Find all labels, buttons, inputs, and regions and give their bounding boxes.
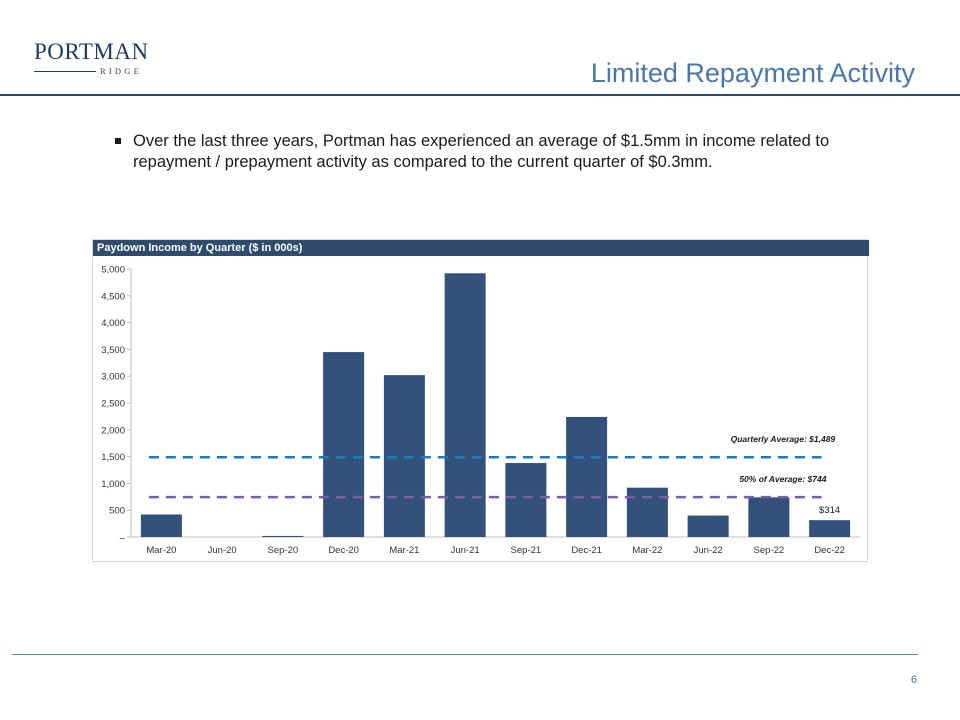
x-tick-label: Jun-20 xyxy=(208,545,237,556)
y-tick-label: 4,500 xyxy=(101,291,125,302)
bar xyxy=(809,520,851,537)
bar xyxy=(505,463,547,537)
x-tick-label: Sep-22 xyxy=(754,545,785,556)
x-tick-label: Jun-22 xyxy=(694,545,723,556)
x-tick-label: Mar-22 xyxy=(632,545,662,556)
bar xyxy=(687,515,729,537)
quarterly-average-label: Quarterly Average: $1,489 xyxy=(731,434,836,444)
y-tick-label: 1,500 xyxy=(101,452,125,463)
x-tick-label: Dec-21 xyxy=(571,545,602,556)
y-tick-label: 5,000 xyxy=(101,265,125,276)
footer-divider xyxy=(12,654,918,655)
logo-line xyxy=(34,70,96,72)
bar xyxy=(566,416,608,537)
chart-container: Paydown Income by Quarter ($ in 000s) xyxy=(92,239,869,562)
logo-sub-text: RIDGE xyxy=(100,66,142,76)
x-tick-label: Sep-20 xyxy=(268,545,299,556)
x-tick-label: Sep-21 xyxy=(511,545,542,556)
bullet-list: Over the last three years, Portman has e… xyxy=(115,131,835,173)
bar xyxy=(748,497,790,537)
half-average-label: 50% of Average: $744 xyxy=(739,474,826,484)
x-tick-label: Dec-20 xyxy=(328,545,359,556)
y-tick-label: 3,500 xyxy=(101,345,125,356)
bar xyxy=(444,273,486,537)
data-label: $314 xyxy=(819,505,840,516)
y-tick-label: 3,000 xyxy=(101,372,125,383)
x-tick-label: Jun-21 xyxy=(451,545,480,556)
page-number: 6 xyxy=(910,674,917,686)
y-tick-label: 2,500 xyxy=(101,399,125,410)
bar xyxy=(323,352,365,537)
y-tick-label: 4,000 xyxy=(101,318,125,329)
bar xyxy=(140,514,182,537)
page-title: Limited Repayment Activity xyxy=(590,58,915,88)
logo-sub-row: RIDGE xyxy=(34,66,152,76)
bullet-text: Over the last three years, Portman has e… xyxy=(133,132,830,171)
logo-main-text: PORTMAN xyxy=(34,39,149,64)
chart-title: Paydown Income by Quarter ($ in 000s) xyxy=(93,240,869,256)
header-divider xyxy=(0,94,960,96)
bullet-item: Over the last three years, Portman has e… xyxy=(115,131,835,173)
portman-ridge-logo: PORTMAN RIDGE xyxy=(34,40,152,76)
square-bullet-icon xyxy=(115,138,121,144)
x-tick-label: Dec-22 xyxy=(814,545,845,556)
x-tick-label: Mar-20 xyxy=(146,545,176,556)
y-tick-label: 2,000 xyxy=(101,425,125,436)
paydown-income-chart: – 500 1,000 1,500 2,000 2,500 3,000 3,500 4,000 4… xyxy=(101,265,860,556)
y-tick-label: – xyxy=(120,533,126,544)
bar xyxy=(262,535,304,537)
x-tick-label: Mar-21 xyxy=(389,545,419,556)
y-tick-label: 1,000 xyxy=(101,479,125,490)
y-tick-label: 500 xyxy=(109,506,125,517)
bar xyxy=(626,487,668,537)
